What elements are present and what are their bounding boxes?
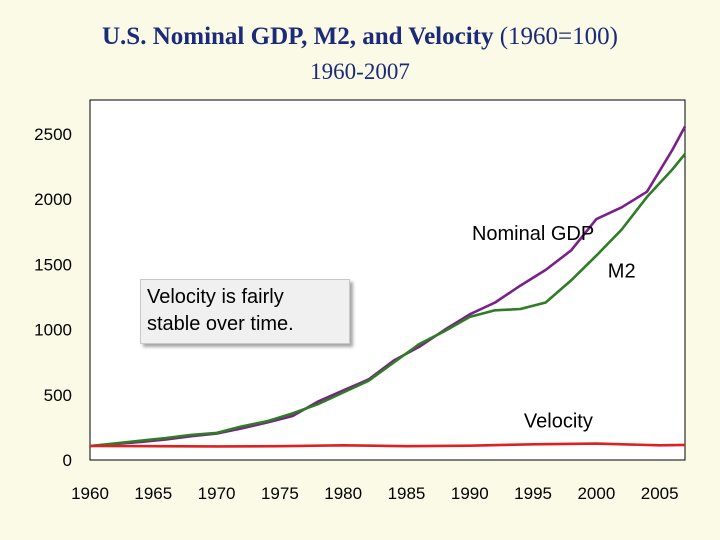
series-labels: Nominal GDP M2 Velocity bbox=[472, 223, 636, 433]
x-tick-label: 1980 bbox=[324, 484, 362, 503]
y-tick-label: 2500 bbox=[34, 125, 72, 144]
x-tick-label: 1960 bbox=[71, 484, 109, 503]
x-tick-label: 1985 bbox=[388, 484, 426, 503]
chart-title-suffix: (1960=100) bbox=[499, 23, 618, 50]
y-tick-label: 0 bbox=[63, 451, 72, 470]
x-axis: 1960 1965 1970 1975 1980 1985 1990 1995 2000 2005 bbox=[71, 484, 679, 503]
x-tick-label: 1990 bbox=[451, 484, 489, 503]
velocity-note-line1: Velocity is fairly bbox=[147, 286, 284, 308]
y-tick-label: 1000 bbox=[34, 321, 72, 340]
y-tick-label: 2000 bbox=[34, 190, 72, 209]
x-tick-label: 1995 bbox=[514, 484, 552, 503]
series-lines bbox=[89, 125, 687, 448]
y-axis: 0 500 1000 1500 2000 2500 bbox=[34, 125, 72, 470]
x-tick-label: 2005 bbox=[641, 484, 679, 503]
x-tick-label: 1970 bbox=[198, 484, 236, 503]
x-tick-label: 2000 bbox=[577, 484, 615, 503]
series-label-velocity: Velocity bbox=[524, 411, 593, 433]
series-line-m2 bbox=[89, 153, 687, 448]
x-tick-label: 1975 bbox=[261, 484, 299, 503]
velocity-note-line2: stable over time. bbox=[147, 313, 294, 335]
velocity-note-box: Velocity is fairly stable over time. bbox=[140, 279, 350, 344]
chart-subtitle: 1960-2007 bbox=[310, 59, 410, 84]
series-line-velocity bbox=[89, 442, 686, 448]
chart-title-main: U.S. Nominal GDP, M2, and Velocity bbox=[102, 23, 494, 50]
series-label-m2: M2 bbox=[608, 261, 636, 283]
series-label-nominal-gdp: Nominal GDP bbox=[472, 223, 594, 245]
y-tick-label: 1500 bbox=[34, 255, 72, 274]
x-tick-label: 1965 bbox=[134, 484, 172, 503]
y-tick-label: 500 bbox=[44, 386, 72, 405]
chart-title: U.S. Nominal GDP, M2, and Velocity (1960… bbox=[0, 22, 720, 52]
